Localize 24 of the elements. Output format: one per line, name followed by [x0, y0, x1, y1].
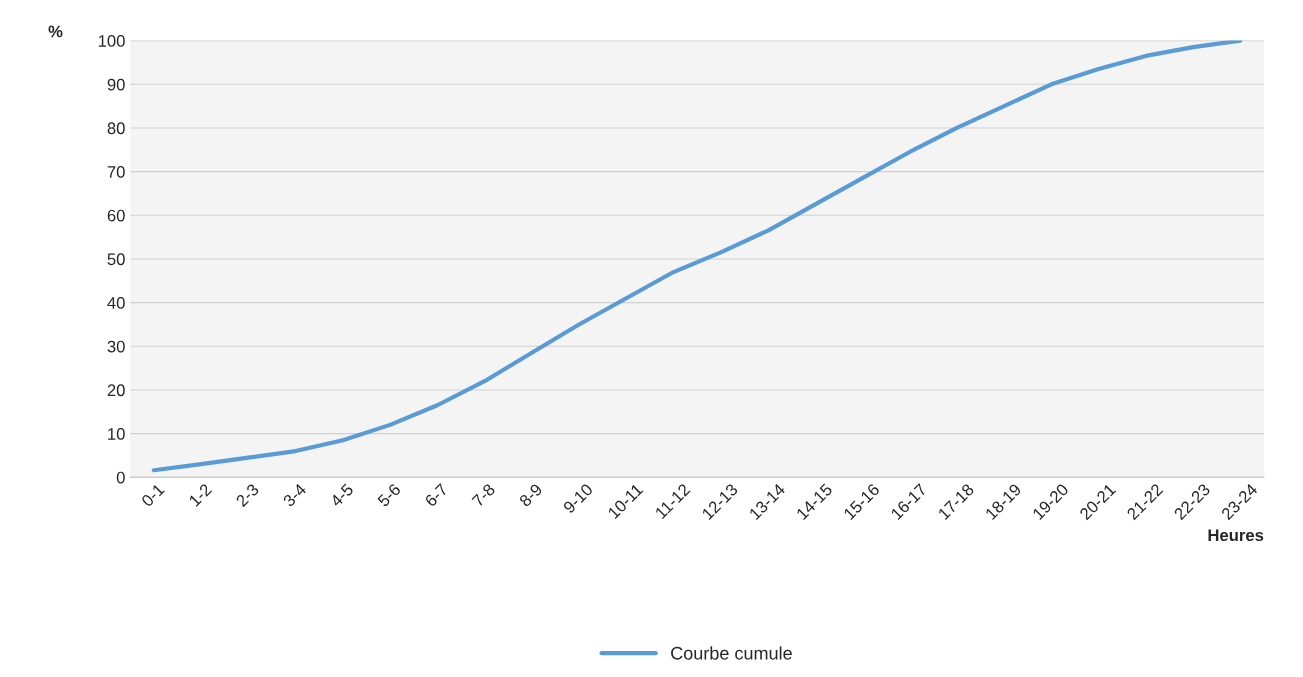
y-tick-label: 100 — [98, 35, 125, 47]
y-tick-label: 60 — [107, 209, 125, 222]
y-axis-title: % — [48, 25, 63, 38]
x-tick-label: 6-7 — [424, 483, 449, 508]
legend-label: Courbe cumule — [671, 646, 792, 660]
y-tick-label: 40 — [107, 297, 125, 309]
y-tick-label: 50 — [107, 253, 125, 266]
y-tick-label: 90 — [107, 78, 125, 91]
x-tick-label: 7-8 — [471, 482, 496, 508]
y-tick-label: 70 — [107, 166, 125, 178]
x-tick-label: 0-1 — [140, 483, 166, 508]
x-tick-label: 8-9 — [518, 483, 543, 508]
y-tick-label: 80 — [107, 122, 125, 135]
y-tick-label: 10 — [108, 428, 125, 440]
x-tick-label: 1-2 — [188, 483, 213, 507]
x-tick-label: 5-6 — [376, 482, 402, 508]
y-tick-label: 0 — [116, 471, 125, 484]
line-series — [151, 40, 1243, 473]
x-tick-label: 4-5 — [329, 483, 355, 508]
y-tick-label: 20 — [107, 384, 125, 397]
y-tick-label: 30 — [107, 340, 125, 353]
x-tick-label: 2-3 — [235, 482, 260, 508]
x-axis-title: Heures — [1208, 529, 1264, 542]
x-tick-label: 3-4 — [282, 482, 307, 508]
